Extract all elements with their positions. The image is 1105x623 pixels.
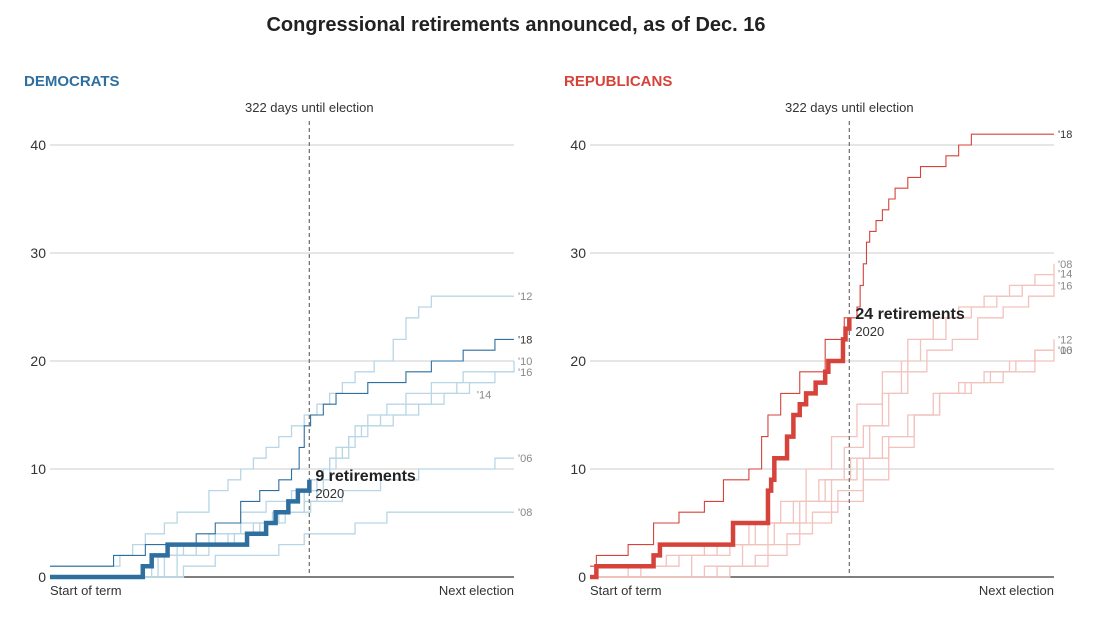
dem-series-label: '08 (518, 507, 532, 519)
rep-series-label: '10 (1058, 345, 1072, 357)
rep-series-label: '08 (1058, 259, 1072, 271)
dem-series-label: '18 (518, 334, 532, 346)
rep-y-tick-label: 20 (570, 353, 586, 369)
rep-x-label-start: Start of term (590, 583, 662, 598)
rep-series-line (590, 285, 1055, 578)
dem-current-series-line (50, 479, 312, 580)
dem-series-label: '14 (477, 390, 491, 402)
republicans-panel: REPUBLICANS 0 10 20 30 40 Start of term Next el… (564, 73, 1072, 598)
dem-y-tick-label: 40 (30, 137, 46, 153)
rep-current-count-label: 24 retirements (855, 306, 964, 323)
rep-x-label-end: Next election (979, 583, 1054, 598)
rep-series-line (590, 263, 1055, 578)
dem-series-line (50, 511, 514, 578)
democrats-panel: DEMOCRATS 0 10 20 30 40 Start of term Next elec… (24, 73, 532, 598)
rep-series-line (590, 133, 1054, 567)
rep-current-series-line (590, 317, 852, 580)
dem-y-tick-label: 30 (30, 245, 46, 261)
dem-series-label: '16 (518, 367, 532, 379)
rep-series-line (590, 339, 1055, 578)
dem-series-line (50, 295, 514, 567)
rep-y-tick-label: 0 (578, 569, 586, 585)
rep-marker-label: 322 days until election (785, 100, 914, 115)
rep-series-line (590, 274, 1055, 578)
dem-series-label: '12 (518, 291, 532, 303)
rep-current-series-name: 2020 (855, 324, 884, 339)
dem-series-line (50, 381, 495, 578)
rep-series-label: '14 (1058, 269, 1072, 281)
rep-series-label: '06 (1058, 345, 1072, 357)
dem-y-tick-label: 20 (30, 353, 46, 369)
dem-x-label-end: Next election (439, 583, 514, 598)
rep-series-label: '18 (1058, 129, 1072, 141)
rep-y-tick-label: 30 (570, 245, 586, 261)
rep-panel-title: REPUBLICANS (564, 73, 672, 90)
rep-y-tick-label: 40 (570, 137, 586, 153)
chart-title: Congressional retirements announced, as … (266, 14, 766, 36)
rep-series-label: '12 (1058, 334, 1072, 346)
rep-series-label: '16 (1058, 280, 1072, 292)
dem-x-label-start: Start of term (50, 583, 122, 598)
dem-series-label: '06 (518, 453, 532, 465)
dem-current-series-name: 2020 (315, 486, 344, 501)
dem-panel-title: DEMOCRATS (24, 73, 120, 90)
rep-y-tick-label: 10 (570, 461, 586, 477)
dem-y-tick-label: 0 (38, 569, 46, 585)
dem-y-tick-label: 10 (30, 461, 46, 477)
dem-series-line (50, 338, 514, 567)
dem-marker-label: 322 days until election (245, 100, 374, 115)
dem-series-label: '10 (518, 356, 532, 368)
dem-current-count-label: 9 retirements (315, 468, 416, 485)
rep-series-line (590, 350, 1055, 578)
dem-series-line (50, 457, 514, 578)
